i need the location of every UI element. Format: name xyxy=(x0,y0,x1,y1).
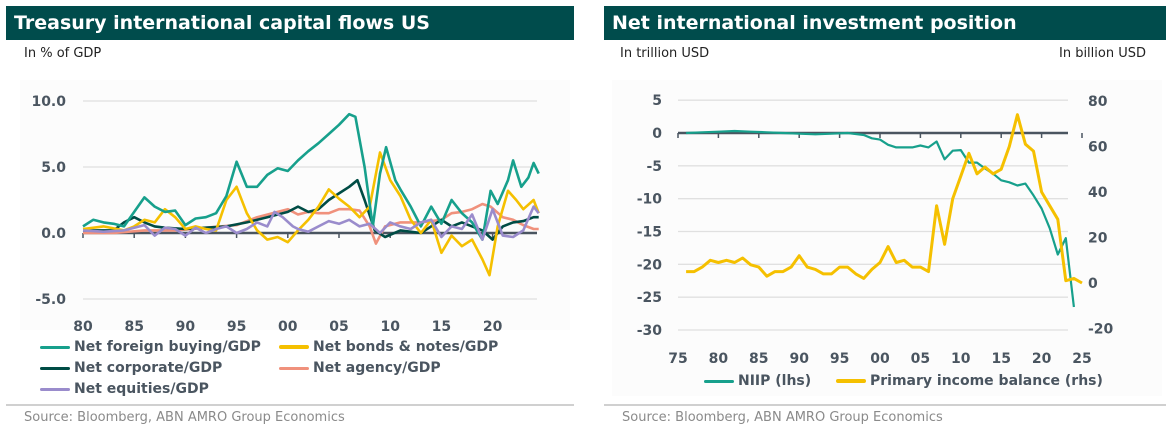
x-tick-label: 85 xyxy=(749,351,768,367)
right-chart-title: Net international investment position xyxy=(604,6,1166,40)
x-tick-label: 25 xyxy=(1072,351,1091,367)
x-tick-label: 05 xyxy=(911,351,930,367)
legend-swatch-teal xyxy=(40,345,70,349)
series-line-yellow xyxy=(82,151,540,277)
left-chart-title: Treasury international capital flows US xyxy=(6,6,574,40)
x-tick-label: 85 xyxy=(124,319,143,335)
legend-item-net-bonds-notes: Net bonds & notes/GDP xyxy=(279,339,498,355)
left-chart-svg: 10.0 5.0 0.0 -5.0 80 85 90 95 00 05 10 15 20 xyxy=(31,94,540,335)
legend-swatch-yellow xyxy=(279,345,309,349)
right-chart-panel: Net international investment position In… xyxy=(598,0,1172,440)
y-left-tick-label: 5 xyxy=(652,93,662,109)
y-left-tick-label: -20 xyxy=(637,257,663,273)
legend-label: Net agency/GDP xyxy=(313,360,441,376)
legend-item-net-equities: Net equities/GDP xyxy=(40,381,209,397)
y-right-tick-label: -20 xyxy=(1088,322,1114,338)
x-tick-label: 20 xyxy=(1032,351,1052,367)
x-tick-label: 80 xyxy=(709,351,729,367)
x-tick-label: 05 xyxy=(329,319,348,335)
legend-swatch-salmon xyxy=(279,366,309,370)
right-source-note: Source: Bloomberg, ABN AMRO Group Econom… xyxy=(622,410,943,425)
legend-label: Net bonds & notes/GDP xyxy=(313,339,499,355)
legend-item-net-corporate: Net corporate/GDP xyxy=(40,360,222,376)
y-left-tick-label: -5 xyxy=(646,159,662,175)
y-right-tick-label: 40 xyxy=(1088,185,1108,201)
legend-swatch-darkgreen xyxy=(40,366,70,370)
right-footer-divider xyxy=(604,404,1166,406)
y-right-tick-label: 20 xyxy=(1088,231,1108,247)
legend-label: Net foreign buying/GDP xyxy=(74,339,261,355)
y-left-tick-label: -15 xyxy=(637,225,662,241)
x-tick-label: 00 xyxy=(278,319,298,335)
legend-label: Net corporate/GDP xyxy=(74,360,223,376)
x-tick-label: 95 xyxy=(830,351,849,367)
x-tick-label: 10 xyxy=(380,319,400,335)
legend-item-primary-income: Primary income balance (rhs) xyxy=(836,373,1103,389)
series-line-niip xyxy=(686,129,1075,308)
legend-item-net-foreign-buying: Net foreign buying/GDP xyxy=(40,339,261,355)
x-tick-label: 20 xyxy=(483,319,503,335)
x-tick-label: 00 xyxy=(870,351,890,367)
legend-swatch-purple xyxy=(40,387,70,391)
y-right-tick-label: 60 xyxy=(1088,140,1108,156)
y-tick-label: -5.0 xyxy=(35,292,66,308)
y-tick-label: 5.0 xyxy=(41,160,66,176)
legend-swatch-yellow xyxy=(836,379,866,383)
series-line-primary-income xyxy=(686,113,1083,285)
series-line-purple xyxy=(82,205,540,241)
x-tick-label: 90 xyxy=(789,351,809,367)
right-chart-unit-left: In trillion USD xyxy=(620,46,710,61)
x-tick-label: 90 xyxy=(176,319,196,335)
x-tick-label: 10 xyxy=(951,351,971,367)
y-tick-label: 10.0 xyxy=(31,94,66,110)
right-chart-svg: 5 0 -5 -10 -15 -20 -25 -30 80 60 40 20 0 -20 75 80 85 90 9… xyxy=(637,93,1114,367)
legend-item-net-agency: Net agency/GDP xyxy=(279,360,441,376)
y-right-tick-label: 80 xyxy=(1088,94,1108,110)
y-left-tick-label: 0 xyxy=(652,126,662,142)
left-source-note: Source: Bloomberg, ABN AMRO Group Econom… xyxy=(24,410,345,425)
legend-swatch-teal xyxy=(704,379,734,383)
y-left-tick-label: -10 xyxy=(637,192,663,208)
y-tick-label: 0.0 xyxy=(41,226,66,242)
left-footer-divider xyxy=(6,404,574,406)
legend-item-niip: NIIP (lhs) xyxy=(704,373,811,389)
y-right-tick-label: 0 xyxy=(1088,276,1098,292)
left-chart-panel: Treasury international capital flows US … xyxy=(0,0,580,440)
right-chart-unit-right: In billion USD xyxy=(1058,46,1146,61)
x-tick-label: 15 xyxy=(991,351,1010,367)
legend-label: Primary income balance (rhs) xyxy=(870,373,1103,389)
legend-label: NIIP (lhs) xyxy=(738,373,812,389)
legend-label: Net equities/GDP xyxy=(74,381,209,397)
x-tick-label: 80 xyxy=(73,319,93,335)
y-left-tick-label: -25 xyxy=(637,290,662,306)
x-tick-label: 75 xyxy=(668,351,687,367)
x-tick-label: 95 xyxy=(227,319,246,335)
left-chart-unit: In % of GDP xyxy=(24,46,102,61)
y-left-tick-label: -30 xyxy=(637,323,663,339)
x-tick-label: 15 xyxy=(432,319,451,335)
